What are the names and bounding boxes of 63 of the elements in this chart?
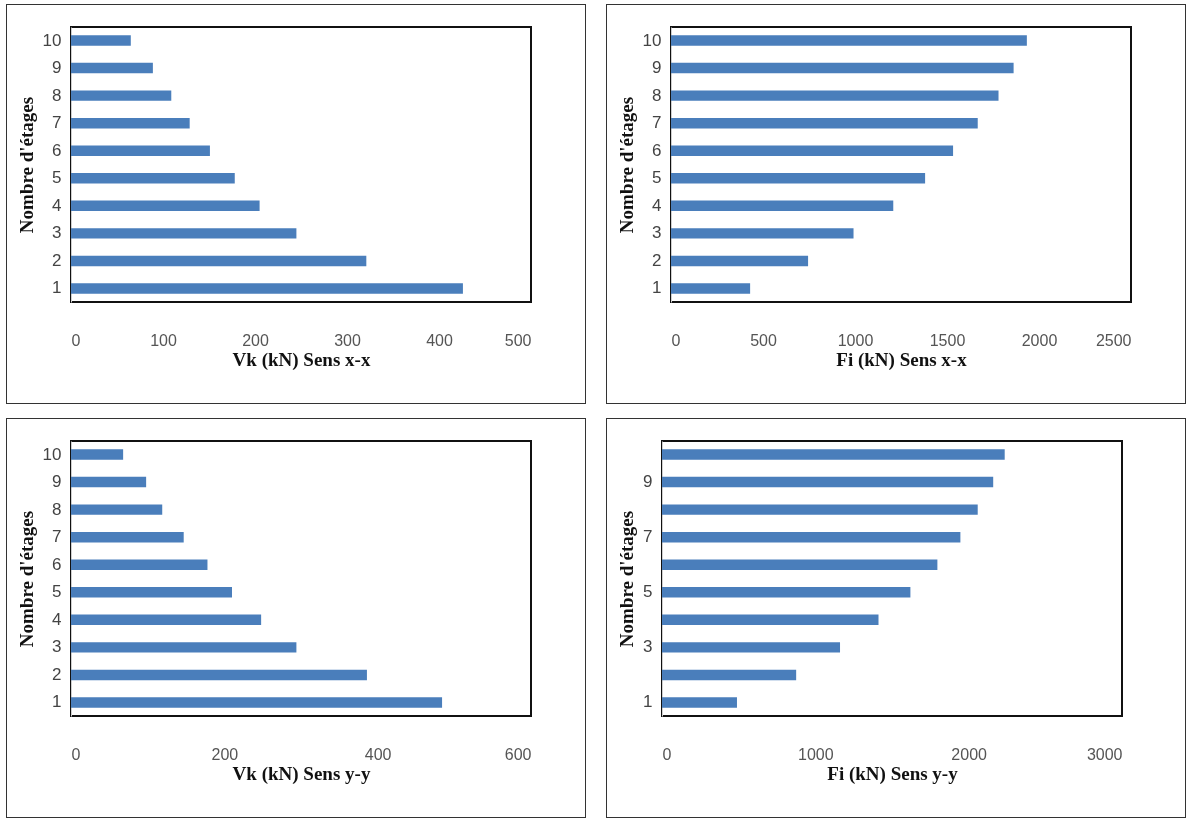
x-tick-label: 1500 [929, 331, 966, 349]
y-tick-label: 6 [52, 140, 62, 160]
x-axis-title: Vk (kN) Sens y-y [232, 762, 371, 785]
y-axis-title: Nombre d'étages [616, 510, 638, 648]
x-tick-label: 100 [150, 331, 177, 349]
x-tick-label: 300 [334, 331, 361, 349]
x-tick-label: 2500 [1095, 331, 1132, 349]
y-tick-label: 7 [643, 527, 653, 547]
x-tick-label: 2000 [1021, 331, 1058, 349]
y-tick-label: 9 [52, 472, 62, 492]
y-axis-title: Nombre d'étages [615, 96, 637, 234]
y-tick-label: 2 [652, 250, 662, 270]
y-tick-label: 8 [52, 85, 62, 105]
x-axis-title: Fi (kN) Sens x-x [836, 348, 968, 371]
y-tick-label: 10 [42, 30, 62, 50]
x-tick-label: 2000 [951, 745, 988, 763]
y-tick-label: 5 [52, 582, 62, 602]
x-tick-label: 0 [662, 745, 672, 763]
y-tick-label: 2 [52, 664, 62, 684]
y-tick-label: 10 [642, 30, 662, 50]
y-tick-label: 4 [52, 195, 62, 215]
y-tick-label: 2 [52, 250, 62, 270]
y-axis-title: Nombre d'étages [15, 510, 37, 648]
y-tick-label: 9 [643, 472, 653, 492]
y-tick-label: 4 [652, 195, 662, 215]
x-tick-label: 3000 [1086, 745, 1123, 763]
y-tick-label: 7 [652, 113, 662, 133]
y-tick-label: 1 [643, 692, 653, 712]
y-tick-label: 6 [52, 554, 62, 574]
x-axis-title: Vk (kN) Sens x-x [232, 348, 371, 371]
y-tick-label: 9 [652, 58, 662, 78]
x-tick-label: 0 [71, 745, 81, 763]
x-tick-label: 400 [364, 745, 392, 763]
y-tick-label: 4 [52, 609, 62, 629]
x-tick-label: 400 [426, 331, 453, 349]
x-tick-label: 0 [671, 331, 681, 349]
x-tick-label: 500 [504, 331, 532, 349]
y-tick-label: 3 [52, 223, 62, 243]
x-tick-label: 200 [211, 745, 239, 763]
y-tick-label: 7 [52, 113, 62, 133]
y-tick-label: 3 [52, 637, 62, 657]
x-tick-label: 200 [242, 331, 269, 349]
y-tick-label: 5 [643, 582, 653, 602]
y-tick-label: 1 [52, 692, 62, 712]
y-tick-label: 5 [52, 168, 62, 188]
y-tick-label: 8 [652, 85, 662, 105]
y-axis-title: Nombre d'étages [15, 96, 37, 234]
y-tick-label: 3 [643, 637, 653, 657]
y-tick-label: 1 [52, 278, 62, 298]
x-tick-label: 0 [71, 331, 81, 349]
y-tick-label: 5 [652, 168, 662, 188]
y-tick-label: 1 [652, 278, 662, 298]
y-tick-label: 6 [652, 140, 662, 160]
x-tick-label: 1000 [798, 745, 834, 763]
x-tick-label: 1000 [837, 331, 874, 349]
x-tick-label: 600 [504, 745, 532, 763]
y-tick-label: 3 [652, 223, 662, 243]
y-tick-label: 10 [42, 444, 62, 464]
x-tick-label: 500 [750, 331, 777, 349]
y-tick-label: 7 [52, 527, 62, 547]
x-axis-title: Fi (kN) Sens y-y [827, 762, 959, 785]
y-tick-label: 9 [52, 58, 62, 78]
y-tick-label: 8 [52, 499, 62, 519]
